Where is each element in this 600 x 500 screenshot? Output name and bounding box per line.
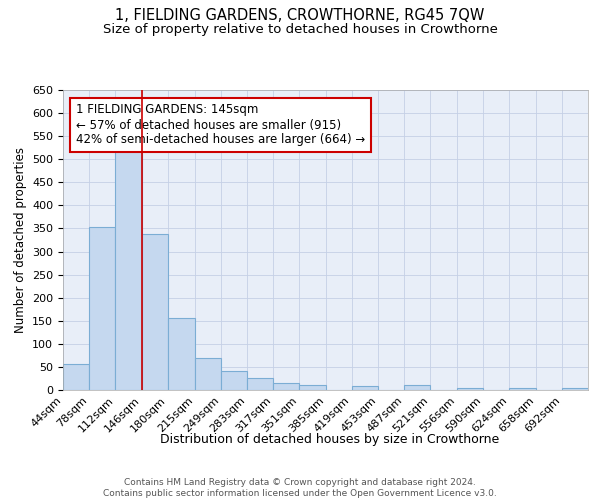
Text: 1 FIELDING GARDENS: 145sqm
← 57% of detached houses are smaller (915)
42% of sem: 1 FIELDING GARDENS: 145sqm ← 57% of deta…	[76, 104, 365, 146]
Bar	[273, 382, 299, 390]
Bar	[352, 386, 378, 390]
Bar	[509, 388, 536, 390]
Bar	[89, 227, 115, 390]
Bar	[221, 370, 247, 390]
Bar	[194, 358, 221, 390]
Bar	[247, 378, 273, 390]
Text: Contains HM Land Registry data © Crown copyright and database right 2024.
Contai: Contains HM Land Registry data © Crown c…	[103, 478, 497, 498]
Bar	[63, 364, 89, 390]
Bar	[299, 386, 325, 390]
Y-axis label: Number of detached properties: Number of detached properties	[14, 147, 26, 333]
Bar	[457, 388, 484, 390]
Bar	[404, 386, 430, 390]
Bar	[562, 388, 588, 390]
Text: 1, FIELDING GARDENS, CROWTHORNE, RG45 7QW: 1, FIELDING GARDENS, CROWTHORNE, RG45 7Q…	[115, 8, 485, 22]
Bar	[142, 234, 167, 390]
Text: Size of property relative to detached houses in Crowthorne: Size of property relative to detached ho…	[103, 22, 497, 36]
Bar	[115, 140, 142, 390]
Text: Distribution of detached houses by size in Crowthorne: Distribution of detached houses by size …	[160, 432, 500, 446]
Bar	[167, 318, 194, 390]
